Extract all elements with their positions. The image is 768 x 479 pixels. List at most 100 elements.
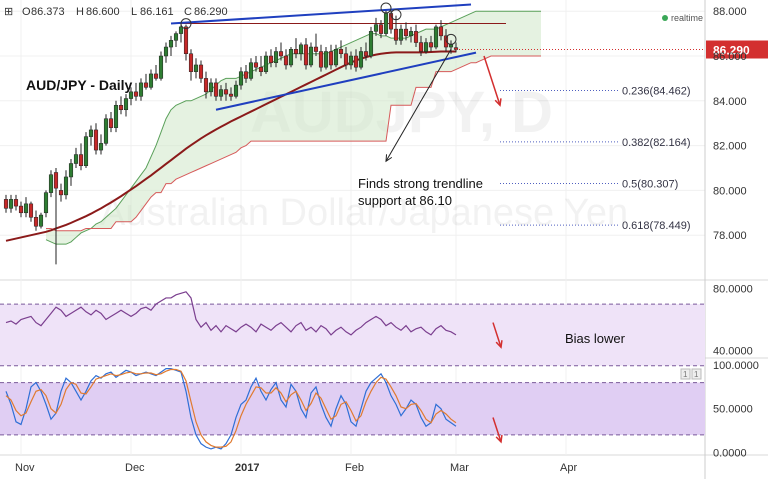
candle-body (148, 73, 154, 88)
candle-body (208, 82, 214, 93)
candle-body (288, 49, 294, 66)
y-tick-label: 82.000 (713, 141, 747, 153)
candle-body (38, 214, 44, 227)
candle-body (143, 82, 149, 88)
candle-body (213, 82, 219, 97)
ohlc-high-value: 86.600 (86, 6, 120, 18)
pane-control-box-2 (691, 368, 702, 380)
candle-body (163, 46, 169, 57)
annotation-text: Finds strong trendline (358, 176, 483, 191)
candle-body (203, 78, 209, 93)
candle-body (343, 53, 349, 66)
candle-body (188, 53, 194, 72)
fib-label: 0.5(80.307) (622, 179, 678, 191)
expand-icon[interactable]: ⊞ (4, 6, 13, 18)
stoch-arrow (492, 417, 502, 443)
rsi-pane: 80.0000 40.0000 Bias lower (0, 284, 753, 367)
candle-body (253, 62, 259, 68)
ohlc-high-label: H (76, 6, 84, 18)
candle-body (363, 51, 369, 57)
x-tick-label: Dec (125, 462, 145, 474)
candle-body (323, 51, 329, 68)
pane-control-label-2: 1 (694, 370, 699, 379)
rsi-arrow (492, 322, 502, 348)
x-axis: Nov Dec 2017 Feb Mar Apr (15, 462, 577, 474)
candle-body (428, 42, 434, 48)
ohlc-legend: ⊞ O 86.373 H 86.600 L 86.161 C 86.290 (4, 6, 228, 18)
candle-body (133, 91, 139, 97)
fibonacci-levels: 0.236(84.462) 0.382(82.164) 0.5(80.307) 0.6… (500, 85, 691, 232)
candle-body (153, 73, 159, 79)
candle-body (43, 192, 49, 214)
y-tick-label: 80.000 (713, 185, 747, 197)
trendlines (170, 2, 477, 111)
candle-body (68, 163, 74, 178)
x-tick-label: Mar (450, 462, 469, 474)
candle-body (98, 143, 104, 151)
pane-control[interactable]: 1 1 (680, 368, 702, 380)
ohlc-close-label: C (184, 6, 192, 18)
candle-body (23, 203, 29, 214)
circled-high (180, 18, 192, 30)
candle-body (438, 26, 444, 37)
y-tick-label: 88.000 (713, 6, 747, 18)
candle-body (353, 55, 359, 68)
bias-arrow (483, 55, 501, 106)
candle-body (373, 24, 379, 32)
candle-body (368, 31, 374, 57)
candle-body (138, 82, 144, 97)
y-tick-label: 86.000 (713, 51, 747, 63)
bias-arrow-head (494, 98, 502, 107)
candle-body (3, 199, 9, 209)
candle-body (263, 55, 269, 72)
candle-body (103, 118, 109, 144)
candle-body (193, 64, 199, 72)
trendline-upper (170, 3, 472, 25)
candle-body (408, 31, 414, 37)
last-price-tag (706, 40, 768, 59)
y-tick-label: 80.0000 (713, 284, 753, 296)
candle-body (278, 51, 284, 57)
candle-body (423, 42, 429, 52)
cloud-span-b (46, 55, 541, 232)
candle-body (313, 46, 319, 52)
candle-body (258, 66, 264, 72)
y-tick-label: 40.0000 (713, 345, 753, 357)
candle-body (83, 136, 89, 167)
candle-body (223, 89, 229, 95)
ohlc-low-value: 86.161 (140, 6, 174, 18)
watermark-name: Australian Dollar/Japanese Yen (100, 192, 628, 234)
candle-body (398, 28, 404, 41)
annotation-arrow (385, 49, 452, 162)
candles (3, 6, 459, 265)
candle-body (118, 105, 124, 111)
candle-body (93, 129, 99, 151)
ohlc-open-value: 86.373 (31, 6, 65, 18)
x-tick-label: Feb (345, 462, 364, 474)
fib-label: 0.618(78.449) (622, 220, 691, 232)
candle-body (73, 154, 79, 164)
candle-body (308, 46, 314, 66)
candle-body (198, 64, 204, 79)
candle-body (298, 44, 304, 55)
candle-body (18, 205, 24, 214)
indicator-series (5, 368, 457, 450)
candle-body (393, 28, 399, 41)
ohlc-low-label: L (131, 6, 137, 18)
y-tick-label: 50.0000 (713, 404, 753, 416)
y-tick-label: 100.0000 (713, 360, 759, 372)
realtime-dot-icon (662, 15, 668, 21)
stochastic-pane: 100.0000 50.0000 0.0000 (0, 360, 759, 459)
indicator-series (5, 291, 457, 336)
circled-high (445, 33, 457, 45)
candle-body (218, 89, 224, 97)
candle-body (303, 44, 309, 66)
x-tick-label: Nov (15, 462, 35, 474)
x-tick-label: Apr (560, 462, 577, 474)
candle-body (243, 71, 249, 79)
candle-body (268, 55, 274, 63)
cloud-fill (46, 11, 541, 245)
annotation-text: support at 86.10 (358, 193, 452, 208)
candle-body (8, 199, 14, 209)
